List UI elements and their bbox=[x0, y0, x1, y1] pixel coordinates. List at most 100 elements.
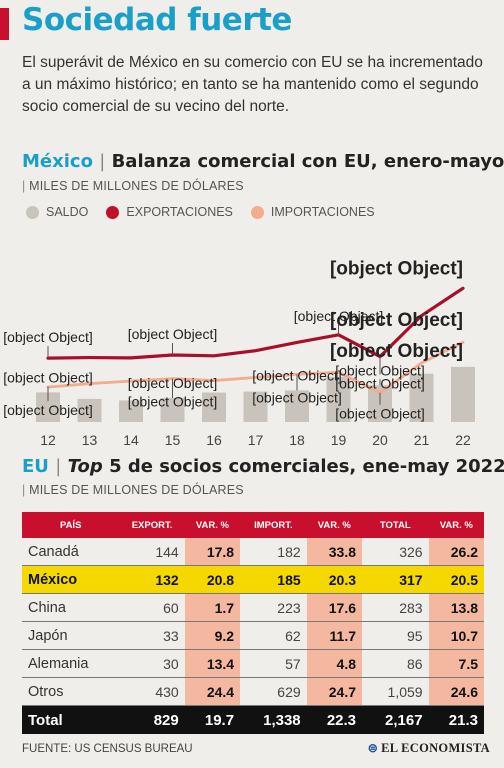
accent-bar bbox=[0, 8, 9, 40]
table-heading-country: EU bbox=[22, 456, 49, 477]
x-tick-label: 14 bbox=[123, 432, 139, 448]
col-header-import: IMPORT. bbox=[240, 512, 307, 538]
saldo-bar bbox=[160, 397, 185, 422]
cell-total-var: 20.5 bbox=[428, 565, 484, 594]
data-label: [object Object] bbox=[3, 369, 93, 385]
saldo-bar bbox=[409, 373, 434, 422]
col-header-export-var: VAR. % bbox=[184, 512, 241, 538]
cell-export: 144 bbox=[119, 538, 185, 566]
chart-heading-country: México bbox=[22, 151, 93, 172]
cell-country: Otros bbox=[22, 677, 120, 706]
cell-export: 829 bbox=[119, 705, 185, 734]
logo-text: EL ECONOMISTA bbox=[381, 741, 490, 755]
cell-export: 30 bbox=[119, 649, 185, 678]
cell-export: 430 bbox=[119, 677, 185, 706]
saldo-bar bbox=[243, 391, 268, 422]
saldo-bar bbox=[326, 376, 351, 422]
chart-legend: SALDO EXPORTACIONES IMPORTACIONES bbox=[22, 205, 389, 219]
legend-label-importaciones: IMPORTACIONES bbox=[270, 205, 375, 219]
table-header-row: PAÍS EXPORT. VAR. % IMPORT. VAR. % TOTAL… bbox=[22, 512, 484, 538]
data-label: [object Object] bbox=[330, 341, 463, 362]
x-tick-label: 21 bbox=[414, 432, 430, 448]
legend-swatch-exportaciones bbox=[106, 205, 120, 219]
cell-total-var: 21.3 bbox=[428, 705, 484, 734]
cell-export: 33 bbox=[119, 621, 185, 650]
data-label: [object Object] bbox=[128, 394, 218, 410]
legend-item-importaciones: IMPORTACIONES bbox=[247, 205, 375, 219]
data-label: [object Object] bbox=[335, 406, 425, 422]
cell-total: 1,059 bbox=[362, 677, 429, 706]
cell-import: 62 bbox=[240, 621, 307, 650]
saldo-bar bbox=[77, 398, 102, 422]
legend-swatch-importaciones bbox=[250, 205, 264, 219]
x-tick-label: 18 bbox=[289, 432, 305, 448]
cell-import-var: 24.7 bbox=[306, 677, 363, 706]
cell-import: 185 bbox=[240, 565, 307, 594]
cell-export-var: 9.2 bbox=[184, 621, 241, 650]
table-row-total: Total 829 19.7 1,338 22.3 2,167 21.3 bbox=[22, 705, 484, 734]
table-units: MILES DE MILLONES DE DÓLARES bbox=[22, 483, 244, 497]
source-note: FUENTE: US CENSUS BUREAU bbox=[22, 743, 193, 755]
legend-item-exportaciones: EXPORTACIONES bbox=[102, 205, 233, 219]
legend-swatch-saldo bbox=[26, 205, 39, 219]
data-label: [object Object] bbox=[294, 308, 384, 324]
x-tick-label: 15 bbox=[165, 432, 181, 448]
table-row: Canadá 144 17.8 182 33.8 326 26.2 bbox=[22, 538, 484, 566]
table-row: Otros 430 24.4 629 24.7 1,059 24.6 bbox=[22, 677, 484, 706]
col-header-total-var: VAR. % bbox=[428, 512, 484, 538]
table-row: Alemania 30 13.4 57 4.8 86 7.5 bbox=[22, 649, 484, 678]
chart-heading: México | Balanza comercial con EU, enero… bbox=[22, 151, 504, 172]
cell-country: Total bbox=[22, 705, 120, 734]
col-header-import-var: VAR. % bbox=[306, 512, 363, 538]
table-heading-top: Top bbox=[67, 456, 103, 477]
cell-total: 2,167 bbox=[362, 705, 429, 734]
cell-import-var: 17.6 bbox=[306, 593, 363, 622]
x-tick-label: 19 bbox=[331, 432, 347, 448]
table-heading-separator: | bbox=[55, 456, 62, 477]
cell-export-var: 1.7 bbox=[184, 593, 241, 622]
page-subtitle: El superávit de México en su comercio co… bbox=[22, 54, 483, 115]
cell-country: México bbox=[22, 565, 120, 594]
x-tick-label: 12 bbox=[40, 432, 56, 448]
saldo-bar bbox=[451, 366, 475, 422]
exportaciones-line bbox=[46, 286, 465, 360]
cell-total-var: 13.8 bbox=[428, 593, 484, 622]
chart-units: MILES DE MILLONES DE DÓLARES bbox=[22, 179, 244, 193]
col-header-export: EXPORT. bbox=[119, 512, 185, 538]
data-label: [object Object] bbox=[330, 258, 463, 279]
x-tick-label: 17 bbox=[248, 432, 264, 448]
cell-total: 86 bbox=[362, 649, 429, 678]
cell-country: Japón bbox=[22, 621, 120, 650]
cell-import-var: 4.8 bbox=[306, 649, 363, 678]
cell-export-var: 17.8 bbox=[184, 538, 241, 566]
cell-country: Alemania bbox=[22, 649, 120, 678]
cell-import: 223 bbox=[240, 593, 307, 622]
cell-total: 317 bbox=[362, 565, 429, 594]
page-title: Sociedad fuerte bbox=[22, 2, 292, 38]
legend-label-saldo: SALDO bbox=[46, 205, 89, 219]
x-tick-label: 22 bbox=[455, 432, 471, 448]
cell-export-var: 24.4 bbox=[184, 677, 241, 706]
cell-total-var: 7.5 bbox=[428, 649, 484, 678]
importaciones-line bbox=[46, 340, 465, 395]
cell-import-var: 11.7 bbox=[306, 621, 363, 650]
chart-heading-separator: | bbox=[99, 151, 106, 172]
cell-export-var: 19.7 bbox=[184, 705, 241, 734]
x-tick-label: 16 bbox=[206, 432, 222, 448]
data-label: [object Object] bbox=[252, 389, 342, 405]
cell-total: 283 bbox=[362, 593, 429, 622]
partners-table: PAÍS EXPORT. VAR. % IMPORT. VAR. % TOTAL… bbox=[22, 512, 484, 734]
cell-import: 1,338 bbox=[240, 705, 307, 734]
cell-import-var: 22.3 bbox=[306, 705, 363, 734]
cell-export-var: 13.4 bbox=[184, 649, 241, 678]
saldo-bar bbox=[202, 392, 226, 422]
cell-import: 629 bbox=[240, 677, 307, 706]
cell-total-var: 26.2 bbox=[428, 538, 484, 566]
table-row: Japón 33 9.2 62 11.7 95 10.7 bbox=[22, 621, 484, 650]
table-heading-title: 5 de socios comerciales, ene-may 2022 bbox=[109, 456, 504, 477]
cell-total: 326 bbox=[362, 538, 429, 566]
table-row-highlighted: México 132 20.8 185 20.3 317 20.5 bbox=[22, 565, 484, 594]
legend-item-saldo: SALDO bbox=[22, 205, 88, 219]
data-label: [object Object] bbox=[3, 402, 93, 418]
data-label: [object Object] bbox=[330, 310, 463, 331]
